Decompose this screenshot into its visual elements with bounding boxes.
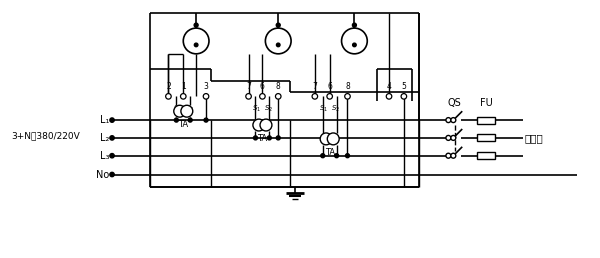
Text: $S_1$  $S_2$: $S_1$ $S_2$	[252, 104, 273, 115]
Circle shape	[254, 136, 257, 140]
Circle shape	[321, 154, 325, 158]
Circle shape	[175, 118, 178, 122]
Circle shape	[265, 28, 291, 54]
Circle shape	[110, 172, 114, 177]
Circle shape	[346, 154, 349, 158]
Text: 5: 5	[401, 82, 406, 91]
Circle shape	[446, 118, 451, 123]
Circle shape	[275, 94, 281, 99]
Circle shape	[181, 94, 186, 99]
Circle shape	[401, 94, 407, 99]
Text: TA: TA	[325, 148, 335, 157]
Text: $S_1$  $S_2$: $S_1$ $S_2$	[319, 104, 340, 115]
Circle shape	[194, 43, 198, 47]
Circle shape	[181, 105, 193, 117]
Circle shape	[353, 43, 356, 47]
Circle shape	[451, 135, 456, 140]
Text: 7: 7	[246, 82, 251, 91]
Circle shape	[451, 118, 456, 123]
Text: 6: 6	[327, 82, 332, 91]
Text: FU: FU	[479, 98, 493, 108]
Circle shape	[246, 94, 251, 99]
Circle shape	[277, 43, 280, 47]
Bar	[477, 134, 495, 141]
Text: $S_1$  $S_2$: $S_1$ $S_2$	[173, 104, 194, 115]
Text: 8: 8	[276, 82, 281, 91]
Circle shape	[276, 23, 280, 27]
Circle shape	[386, 94, 392, 99]
Circle shape	[446, 135, 451, 140]
Circle shape	[203, 94, 209, 99]
Circle shape	[110, 154, 114, 158]
Circle shape	[110, 118, 114, 122]
Circle shape	[253, 119, 265, 131]
Text: TA: TA	[257, 134, 268, 143]
Circle shape	[183, 28, 209, 54]
Text: L₁: L₁	[100, 115, 109, 125]
Circle shape	[260, 94, 265, 99]
Bar	[477, 152, 495, 159]
Circle shape	[204, 118, 208, 122]
Text: 6: 6	[260, 82, 265, 91]
Circle shape	[260, 119, 272, 131]
Circle shape	[328, 133, 339, 145]
Circle shape	[174, 105, 185, 117]
Circle shape	[166, 94, 171, 99]
Text: No: No	[96, 170, 109, 180]
Circle shape	[341, 28, 367, 54]
Text: 8: 8	[345, 82, 350, 91]
Circle shape	[320, 133, 332, 145]
Circle shape	[446, 153, 451, 158]
Text: 3: 3	[203, 82, 208, 91]
Bar	[477, 117, 495, 124]
Text: 4: 4	[386, 82, 391, 91]
Circle shape	[335, 154, 338, 158]
Text: L₂: L₂	[100, 133, 109, 143]
Circle shape	[345, 94, 350, 99]
Circle shape	[276, 136, 280, 140]
Circle shape	[327, 94, 332, 99]
Circle shape	[188, 118, 192, 122]
Circle shape	[451, 153, 456, 158]
Circle shape	[268, 136, 271, 140]
Text: 接负载: 接负载	[524, 133, 544, 143]
Text: 7: 7	[313, 82, 317, 91]
Text: 2: 2	[166, 82, 171, 91]
Text: L₃: L₃	[100, 151, 109, 161]
Text: QS: QS	[448, 98, 461, 108]
Circle shape	[194, 23, 198, 27]
Circle shape	[352, 23, 356, 27]
Text: 3+N～380/220V: 3+N～380/220V	[11, 131, 80, 140]
Circle shape	[110, 136, 114, 140]
Circle shape	[312, 94, 317, 99]
Text: 1: 1	[181, 82, 185, 91]
Text: TA: TA	[178, 120, 188, 129]
